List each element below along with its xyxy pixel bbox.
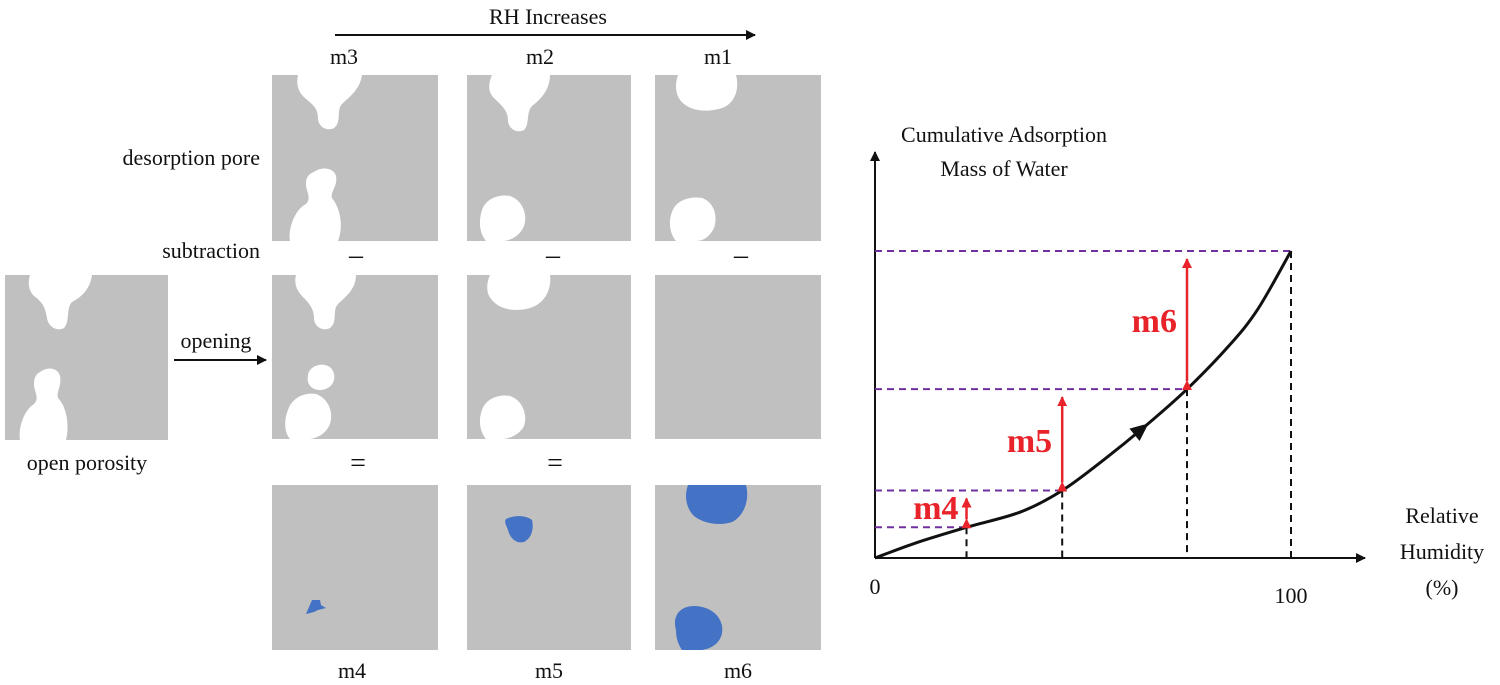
result-label-m4: m4 [338,658,366,683]
y-axis-label-line2: Mass of Water [940,156,1068,181]
curve-direction-arrowhead [1129,423,1149,442]
pore-diagram: RH Increases m3 m2 m1 desorption pore su… [5,4,821,683]
result-label-m6: m6 [724,658,752,683]
minus-sign-2: – [545,240,561,271]
result-label-m5: m5 [535,658,563,683]
column-header-m1: m1 [704,44,732,69]
opening-label: opening [181,328,252,353]
adsorption-curve [874,250,1293,560]
desorption-image-m3 [272,75,438,241]
x-axis-label-line1: Relative [1405,503,1478,528]
column-header-m2: m2 [526,44,554,69]
y-axis-label-line1: Cumulative Adsorption [901,122,1107,147]
minus-sign-1: – [348,240,364,271]
increment-label-m6: m6 [1132,303,1177,340]
difference-image-m4 [272,485,438,650]
opened-image-3 [655,275,821,439]
difference-image-m5 [467,485,631,650]
subtraction-label: subtraction [162,238,260,263]
increment-label-m4: m4 [913,490,958,527]
equals-sign-2: = [547,448,563,479]
desorption-pore-label: desorption pore [123,145,260,170]
minus-sign-3: – [733,240,749,271]
opened-image-1 [272,275,438,439]
x-axis-label-line2: Humidity [1400,539,1484,564]
difference-image-m6 [655,485,821,650]
desorption-image-m2 [467,75,631,241]
chart-guides [875,250,1292,558]
rh-increases-label: RH Increases [489,4,607,29]
x-tick-label-100: 100 [1275,583,1308,608]
desorption-image-m1 [655,75,821,241]
adsorption-chart: Cumulative Adsorption Mass of Water 0 10… [870,122,1485,608]
origin-label: 0 [870,574,881,599]
x-axis-label-line3: (%) [1426,575,1459,600]
equals-sign-1: = [350,448,366,479]
chart-increments: m4 m5 m6 [913,258,1192,529]
column-header-m3: m3 [330,44,358,69]
open-porosity-label: open porosity [27,450,147,475]
increment-label-m5: m5 [1007,423,1052,460]
opened-image-2 [467,275,631,439]
open-porosity-image [5,275,168,440]
